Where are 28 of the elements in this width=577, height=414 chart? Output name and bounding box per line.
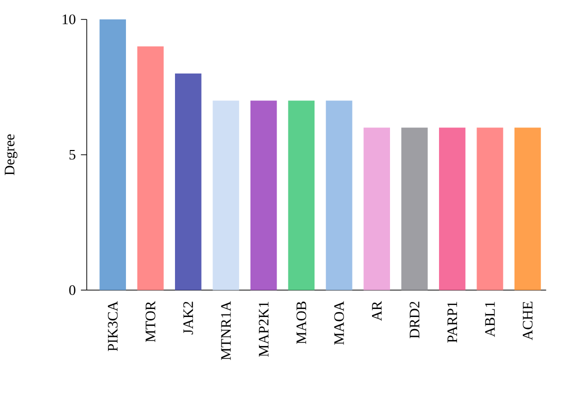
bar xyxy=(137,46,164,290)
x-tick-label: AR xyxy=(372,301,382,321)
y-tick-label: 10 xyxy=(62,14,76,24)
x-tick-label: MAP2K1 xyxy=(258,302,268,357)
bar xyxy=(476,128,504,290)
x-tick-label: PIK3CA xyxy=(108,301,118,352)
x-tick-label: MAOB xyxy=(296,302,306,344)
bar xyxy=(250,100,277,290)
x-tick-label: MTNR1A xyxy=(221,301,231,360)
bar xyxy=(364,128,390,290)
y-tick-label: 0 xyxy=(69,285,76,296)
x-tick-label: DRD2 xyxy=(410,302,420,338)
bar xyxy=(326,100,352,290)
x-tick-label: PARP1 xyxy=(447,302,457,343)
x-tick-label: MTOR xyxy=(146,301,156,342)
x-tick-label: ACHE xyxy=(522,302,533,340)
bar xyxy=(439,128,466,290)
x-tick-label: MAOA xyxy=(334,301,344,345)
y-axis-title: Degree xyxy=(4,134,18,176)
x-tick-label: ABL1 xyxy=(485,302,495,337)
bar xyxy=(401,128,428,290)
bar xyxy=(288,100,315,290)
bar xyxy=(514,128,541,290)
y-tick-label: 5 xyxy=(70,150,76,160)
bar xyxy=(100,19,126,290)
bar xyxy=(212,100,240,290)
bar xyxy=(174,74,202,290)
x-tick-label: JAK2 xyxy=(183,302,194,334)
